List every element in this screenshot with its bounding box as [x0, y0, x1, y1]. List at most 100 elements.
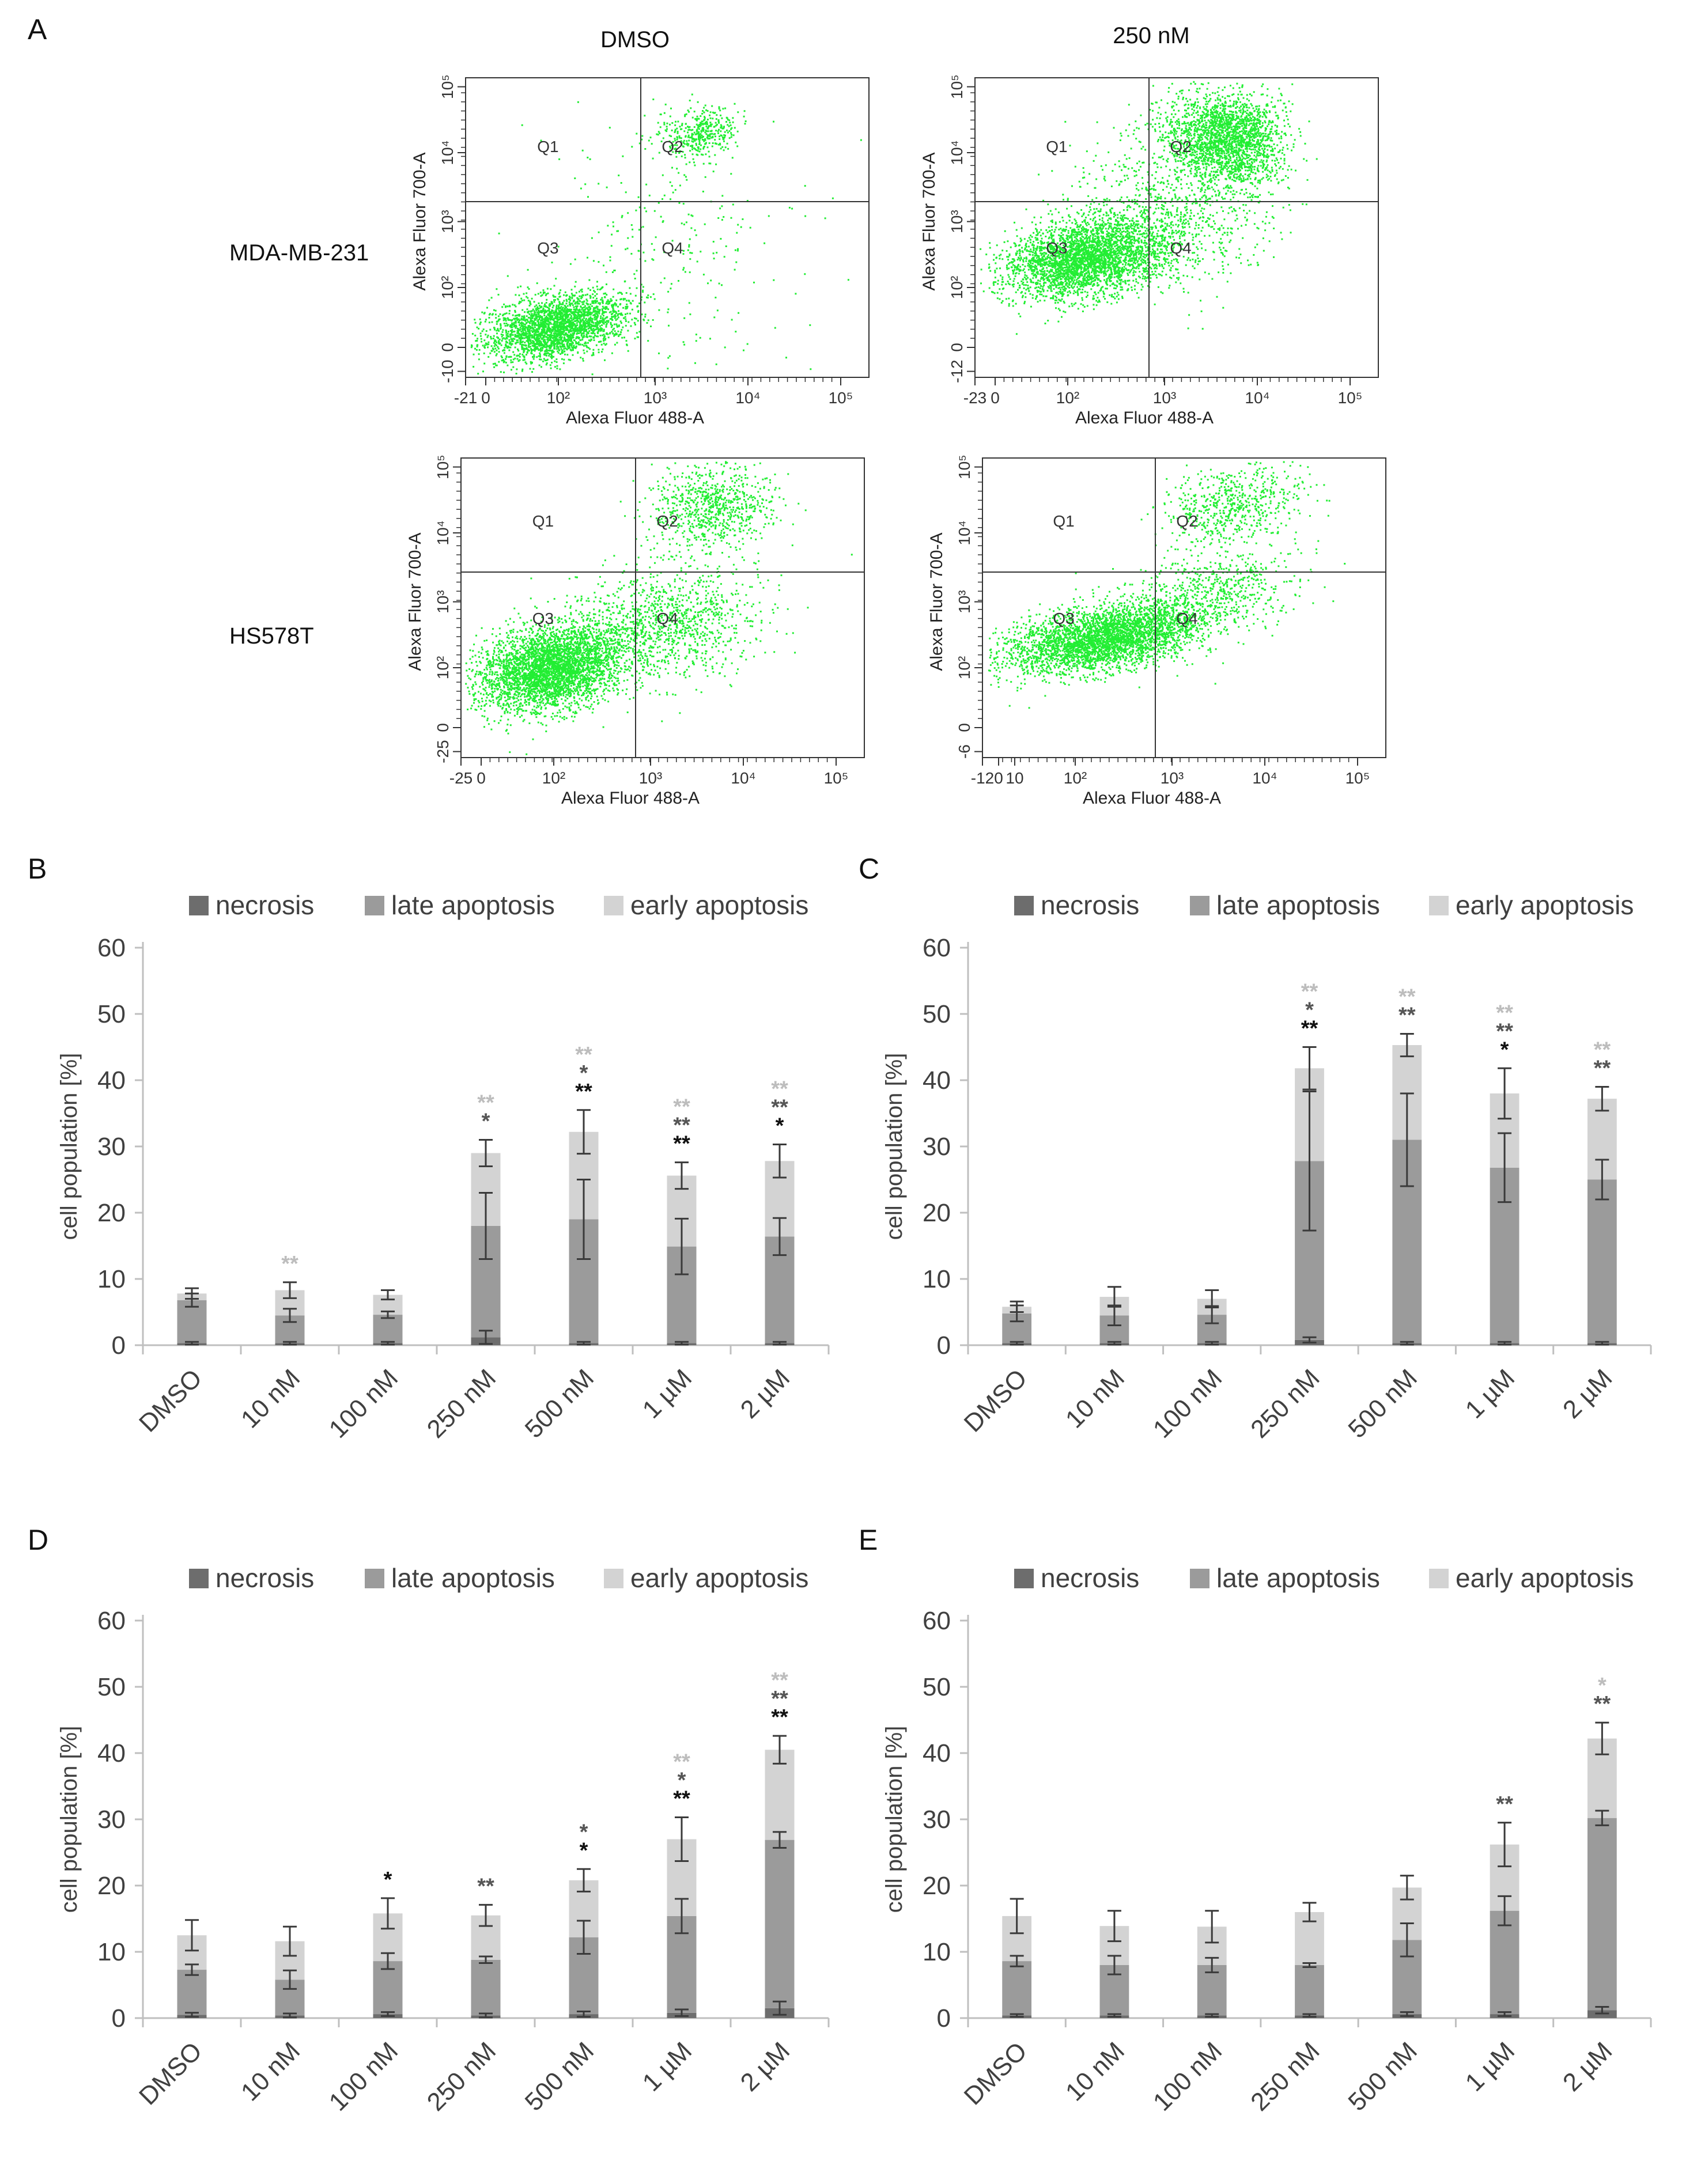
- legend-swatch-necrosis: [189, 896, 209, 915]
- y-tick-label: -12: [948, 359, 966, 383]
- x-tick-label: -12: [971, 769, 994, 787]
- y-tick-label: 60: [97, 1607, 126, 1635]
- y-tick-label: 0: [439, 343, 456, 352]
- bar-segment-late-apoptosis-dmso: [1002, 1961, 1032, 2016]
- bar-segment-late-apoptosis-2-um: [1587, 1179, 1617, 1343]
- y-tick-label: 30: [923, 1806, 951, 1834]
- y-tick-label: 40: [97, 1739, 126, 1767]
- legend-swatch-early-apoptosis: [604, 1569, 623, 1588]
- bar-segment-late-apoptosis-dmso: [177, 1970, 207, 2015]
- y-tick-label: 40: [923, 1739, 951, 1767]
- y-axis-label: Alexa Fluor 700-A: [406, 533, 425, 671]
- y-tick-label: 40: [97, 1066, 126, 1095]
- significance-mark: **: [575, 1043, 592, 1067]
- x-tick-label-10-nm: 10 nM: [1060, 1364, 1130, 1433]
- significance-mark: *: [1305, 998, 1314, 1023]
- bar-segment-late-apoptosis-250-nm: [471, 1959, 501, 2016]
- significance-mark: **: [673, 1787, 690, 1811]
- x-tick-label-10-nm: 10 nM: [1060, 2037, 1130, 2106]
- bar-segment-late-apoptosis-2-um: [1587, 1818, 1617, 2011]
- x-tick-label-500-nm: 500 nM: [520, 2037, 599, 2116]
- legend-swatch-necrosis: [1014, 896, 1034, 915]
- legend-swatch-late-apoptosis: [1190, 1569, 1209, 1588]
- x-tick-label-1-um: 1 µM: [637, 1364, 697, 1424]
- x-tick-label-250-nm: 250 nM: [422, 1364, 501, 1443]
- legend-label-early-apoptosis: early apoptosis: [1456, 890, 1634, 920]
- x-tick-label: 0: [481, 389, 490, 407]
- significance-mark: **: [673, 1750, 690, 1774]
- significance-mark: **: [281, 1252, 298, 1276]
- y-tick-label: 10⁵: [439, 74, 456, 99]
- legend-label-late-apoptosis: late apoptosis: [391, 890, 555, 920]
- quadrant-label-q2: Q2: [1170, 138, 1191, 156]
- x-axis-label: Alexa Fluor 488-A: [561, 789, 700, 808]
- panel-letter-a: A: [28, 13, 47, 46]
- x-tick-label-dmso: DMSO: [134, 1364, 207, 1437]
- legend-label-necrosis: necrosis: [216, 890, 314, 920]
- chart-e: 0 10 20 30 40 50 60 cell population [%] necrosis…: [882, 1563, 1652, 2117]
- x-axis-label: Alexa Fluor 488-A: [1075, 408, 1214, 427]
- x-tick-label-2-um: 2 µM: [735, 2037, 795, 2096]
- y-tick-label: 10: [97, 1938, 126, 1966]
- significance-mark: **: [1398, 1004, 1416, 1028]
- panel-letter-c: C: [859, 853, 879, 885]
- legend-swatch-late-apoptosis: [1190, 896, 1209, 915]
- x-tick-label: 10³: [1161, 769, 1184, 787]
- y-tick-label: 30: [97, 1806, 126, 1834]
- x-tick-label-1-um: 1 µM: [1460, 1364, 1520, 1424]
- chart-d: 0 10 20 30 40 50 60 cell population [%] necrosis…: [56, 1563, 830, 2117]
- y-tick-label: 10⁵: [948, 74, 966, 99]
- scatter-points: [980, 81, 1318, 335]
- y-tick-label: 60: [923, 1607, 951, 1635]
- y-tick-label: 10: [923, 1265, 951, 1293]
- quadrant-label-q3: Q3: [532, 610, 554, 627]
- panel-letter-d: D: [28, 1524, 48, 1556]
- significance-mark: *: [1598, 1674, 1607, 1698]
- y-tick-label: 20: [97, 1199, 126, 1227]
- y-axis-label: cell population [%]: [56, 1053, 82, 1240]
- legend-label-early-apoptosis: early apoptosis: [630, 890, 808, 920]
- y-axis-label: Alexa Fluor 700-A: [920, 153, 939, 291]
- significance-mark: **: [1594, 1038, 1611, 1062]
- x-tick-label: 10³: [644, 389, 667, 407]
- x-tick-label-2-um: 2 µM: [1558, 1364, 1617, 1424]
- x-tick-label-100-nm: 100 nM: [324, 1364, 403, 1443]
- x-tick-label-250-nm: 250 nM: [422, 2037, 501, 2116]
- quadrant-label-q4: Q4: [1176, 610, 1197, 627]
- quadrant-label-q3: Q3: [537, 239, 558, 257]
- quadrant-label-q2: Q2: [662, 138, 683, 156]
- x-tick-label: 10²: [1056, 389, 1079, 407]
- quadrant-label-q3: Q3: [1053, 610, 1074, 627]
- legend-label-necrosis: necrosis: [1041, 1563, 1139, 1593]
- x-tick-label: 10³: [1153, 389, 1176, 407]
- y-axis-label: Alexa Fluor 700-A: [410, 153, 429, 291]
- y-tick-label: 10⁵: [955, 455, 973, 479]
- legend-swatch-necrosis: [189, 1569, 209, 1588]
- legend-label-early-apoptosis: early apoptosis: [1456, 1563, 1634, 1593]
- x-tick-label: -25: [449, 769, 473, 787]
- scatter-point-cloud: [470, 93, 862, 376]
- column-header-dmso: DMSO: [600, 27, 670, 52]
- y-tick-label: -6: [955, 744, 973, 759]
- y-axis-label: cell population [%]: [882, 1726, 907, 1913]
- x-tick-label: 10²: [547, 389, 570, 407]
- quadrant-label-q2: Q2: [656, 512, 678, 530]
- column-header-250nm: 250 nM: [1113, 23, 1189, 48]
- bar-segment-late-apoptosis-100-nm: [373, 1315, 403, 1343]
- significance-mark: **: [1496, 1792, 1513, 1816]
- x-tick-label-250-nm: 250 nM: [1245, 2037, 1325, 2116]
- y-tick-label: 10: [97, 1265, 126, 1293]
- significance-mark: **: [673, 1132, 690, 1156]
- scatter-point-cloud: [988, 461, 1346, 709]
- quadrant-label-q4: Q4: [662, 239, 683, 257]
- x-tick-label-dmso: DMSO: [959, 1364, 1033, 1437]
- flow-plot: Q1 Q2 Q3 Q4 -23 0 10² 10³ 10⁴ 10⁵ -12 0 10² 10³ 10⁴ 10⁵…: [920, 74, 1379, 427]
- chart-c: 0 10 20 30 40 50 60 cell population [%] necrosis…: [882, 890, 1652, 1444]
- y-tick-label: -10: [439, 359, 456, 383]
- row-header-hs578t: HS578T: [229, 623, 314, 649]
- y-tick-label: 10³: [955, 590, 973, 613]
- x-tick-label: -21: [454, 389, 477, 407]
- legend-swatch-necrosis: [1014, 1569, 1034, 1588]
